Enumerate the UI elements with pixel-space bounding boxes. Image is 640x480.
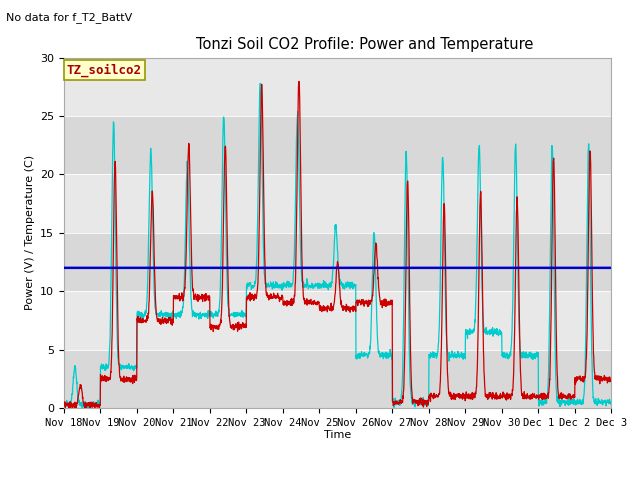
X-axis label: Time: Time [324, 431, 351, 441]
Legend: CR23X Temperature, CR23X Voltage, CR10X Temperature: CR23X Temperature, CR23X Voltage, CR10X … [104, 478, 572, 480]
Bar [64, 116, 611, 174]
Y-axis label: Power (V) / Temperature (C): Power (V) / Temperature (C) [24, 155, 35, 311]
Title: Tonzi Soil CO2 Profile: Power and Temperature: Tonzi Soil CO2 Profile: Power and Temper… [196, 37, 534, 52]
Bar [64, 349, 611, 408]
Text: No data for f_T2_BattV: No data for f_T2_BattV [6, 12, 132, 23]
Bar [64, 58, 611, 116]
Text: TZ_soilco2: TZ_soilco2 [67, 63, 141, 77]
Bar [64, 174, 611, 233]
Bar [64, 291, 611, 349]
Bar [64, 233, 611, 291]
